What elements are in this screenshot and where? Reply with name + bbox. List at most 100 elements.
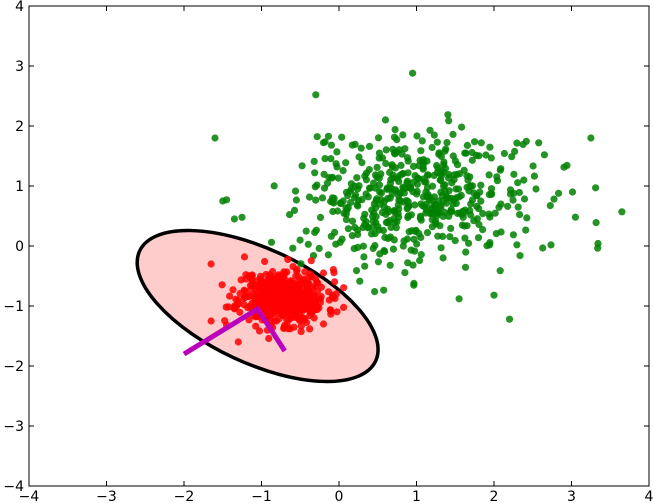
data-point — [434, 232, 442, 240]
data-point — [496, 166, 504, 174]
data-point — [323, 179, 332, 187]
data-point — [371, 288, 379, 296]
data-point — [376, 250, 384, 258]
data-point — [395, 213, 403, 221]
data-point — [401, 269, 409, 277]
data-point — [618, 208, 626, 216]
data-point — [386, 217, 394, 225]
data-point — [417, 147, 425, 155]
data-point — [302, 227, 310, 235]
data-point — [284, 325, 292, 333]
data-point — [366, 184, 374, 192]
data-point — [460, 222, 468, 230]
data-point — [354, 243, 362, 251]
data-point — [286, 279, 294, 287]
data-point — [443, 194, 451, 202]
data-point — [437, 188, 445, 196]
data-point — [347, 180, 355, 188]
data-point — [319, 320, 328, 328]
data-point — [532, 185, 540, 193]
y-tick-label: −2 — [3, 359, 24, 375]
data-point — [407, 183, 415, 192]
data-point — [340, 303, 348, 311]
data-point — [461, 234, 469, 242]
data-point — [317, 292, 325, 301]
data-point — [540, 151, 549, 159]
data-point — [451, 237, 459, 245]
data-point — [258, 301, 266, 310]
data-point — [352, 191, 360, 199]
data-point — [342, 216, 350, 224]
data-point — [510, 189, 518, 197]
data-point — [443, 139, 451, 147]
data-point — [266, 312, 275, 320]
data-point — [344, 203, 352, 212]
x-tick-label: 1 — [412, 489, 421, 503]
data-point — [430, 171, 438, 180]
data-point — [417, 251, 425, 259]
data-point — [449, 130, 457, 138]
data-point — [369, 244, 377, 252]
data-point — [433, 161, 441, 170]
data-point — [514, 179, 522, 187]
data-point — [403, 205, 411, 213]
data-point — [382, 159, 390, 168]
data-point — [414, 174, 422, 182]
data-point — [319, 269, 328, 277]
data-point — [449, 200, 457, 208]
data-point — [382, 146, 390, 154]
data-point — [374, 223, 382, 231]
data-point — [361, 220, 369, 228]
y-tick-label: −4 — [3, 479, 24, 495]
data-point — [358, 196, 366, 204]
data-point — [344, 192, 352, 200]
data-point — [360, 253, 368, 261]
data-point — [395, 192, 403, 200]
x-tick-label: −2 — [174, 489, 195, 503]
data-point — [436, 222, 444, 230]
data-point — [458, 123, 466, 131]
data-point — [539, 244, 547, 252]
data-point — [218, 281, 226, 289]
data-point — [312, 91, 320, 99]
data-point — [411, 201, 419, 209]
data-point — [376, 188, 384, 196]
data-point — [455, 185, 463, 193]
x-tick-label: −3 — [96, 489, 117, 503]
data-point — [495, 203, 503, 211]
series-0-points — [211, 69, 626, 323]
data-point — [413, 240, 421, 248]
data-point — [321, 138, 329, 146]
data-point — [333, 163, 341, 171]
data-point — [291, 299, 299, 307]
data-point — [416, 256, 424, 265]
data-point — [419, 165, 427, 173]
data-point — [568, 188, 577, 196]
data-point — [523, 214, 531, 222]
data-point — [353, 174, 361, 182]
data-point — [380, 286, 388, 294]
data-point — [296, 312, 304, 320]
data-point — [515, 188, 524, 197]
data-point — [207, 317, 215, 325]
data-point — [471, 138, 479, 146]
data-point — [265, 284, 273, 292]
data-point — [404, 212, 412, 220]
data-point — [423, 157, 431, 165]
data-point — [383, 195, 392, 203]
data-point — [468, 156, 476, 164]
data-point — [292, 272, 300, 280]
data-point — [477, 139, 485, 147]
data-point — [592, 184, 600, 192]
data-point — [284, 285, 292, 293]
data-point — [232, 295, 240, 303]
data-point — [403, 177, 411, 185]
data-point — [356, 277, 364, 285]
data-point — [375, 174, 383, 182]
data-point — [445, 187, 453, 195]
data-point — [269, 267, 277, 276]
data-point — [301, 315, 309, 323]
x-tick-label: 0 — [335, 489, 344, 503]
data-point — [485, 191, 493, 199]
data-point — [463, 172, 471, 180]
